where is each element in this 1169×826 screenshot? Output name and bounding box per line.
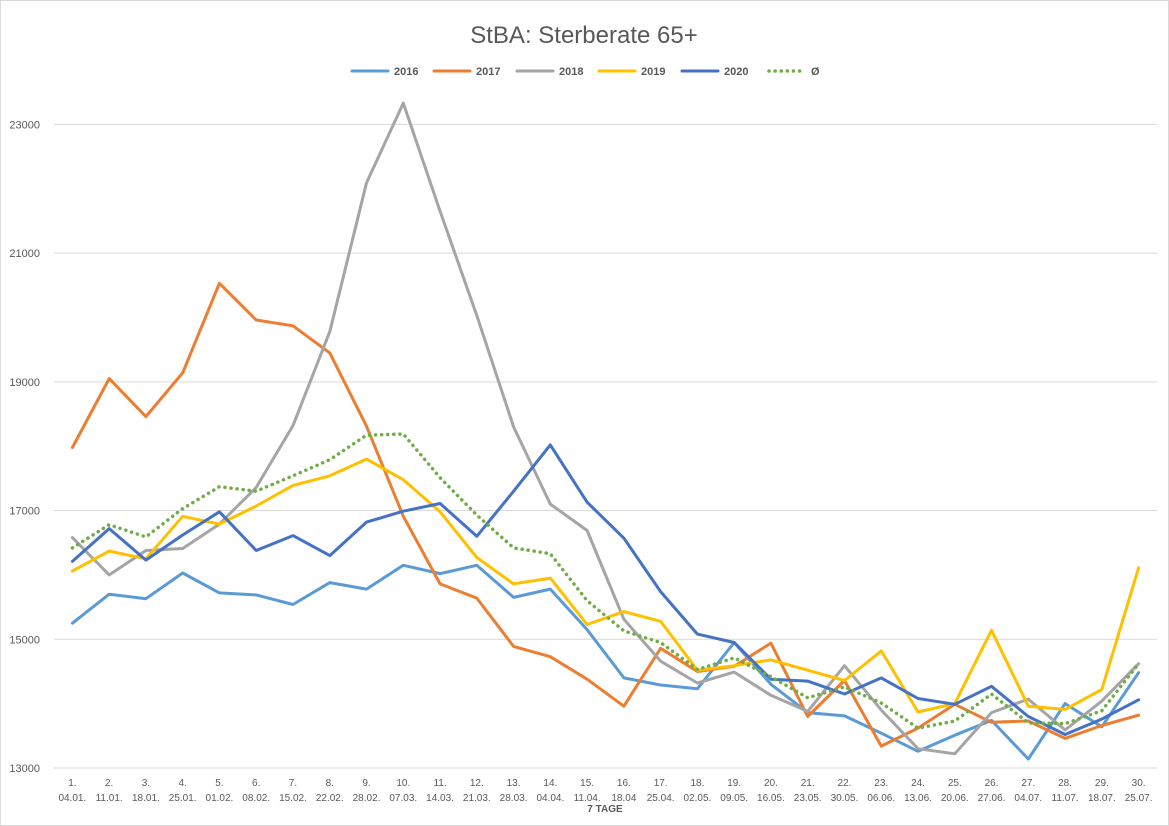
x-tick-label-index: 15. bbox=[580, 778, 594, 789]
x-tick-label-index: 22. bbox=[838, 778, 852, 789]
x-tick-label-date: 16.05. bbox=[757, 793, 785, 804]
x-tick-label-date: 14.03. bbox=[426, 793, 454, 804]
legend: 2016 2017 2018 2019 2020 Ø bbox=[350, 66, 820, 78]
series-lines bbox=[70, 101, 1141, 761]
x-tick-label-index: 23. bbox=[874, 778, 888, 789]
legend-label: 2016 bbox=[394, 66, 418, 78]
x-tick-label-index: 6. bbox=[252, 778, 260, 789]
x-tick-label-index: 18. bbox=[690, 778, 704, 789]
x-tick-label-index: 25. bbox=[948, 778, 962, 789]
x-tick-label-date: 13.06. bbox=[904, 793, 932, 804]
x-tick-label-date: 20.06. bbox=[941, 793, 969, 804]
x-tick-label-index: 19. bbox=[727, 778, 741, 789]
x-tick-label-index: 12. bbox=[470, 778, 484, 789]
x-tick-label-index: 17. bbox=[654, 778, 668, 789]
x-tick-label-date: 18.07. bbox=[1088, 793, 1116, 804]
series-line-2019 bbox=[70, 457, 1141, 714]
x-tick-label-date: 25.01. bbox=[169, 793, 197, 804]
x-tick-label-index: 27. bbox=[1021, 778, 1035, 789]
x-tick-label-index: 24. bbox=[911, 778, 925, 789]
x-tick-label-index: 29. bbox=[1095, 778, 1109, 789]
legend-label: 2017 bbox=[476, 66, 500, 78]
x-tick-label-date: 04.04. bbox=[536, 793, 564, 804]
x-tick-label-index: 4. bbox=[179, 778, 187, 789]
legend-label: Ø bbox=[811, 66, 820, 78]
legend-label: 2018 bbox=[559, 66, 583, 78]
x-tick-label-date: 04.01. bbox=[58, 793, 86, 804]
gridlines bbox=[54, 123, 1157, 769]
x-tick-label-index: 5. bbox=[215, 778, 223, 789]
x-tick-label-date: 06.06. bbox=[867, 793, 895, 804]
y-axis-ticks: 13000 15000 17000 19000 21000 23000 bbox=[9, 119, 40, 775]
x-tick-label-index: 7. bbox=[289, 778, 297, 789]
x-tick-label-date: 30.05. bbox=[831, 793, 859, 804]
y-tick-label: 13000 bbox=[9, 763, 40, 775]
x-tick-label-index: 8. bbox=[326, 778, 334, 789]
x-tick-label-index: 2. bbox=[105, 778, 113, 789]
x-tick-label-date: 18.04 bbox=[611, 793, 636, 804]
x-tick-label-index: 28. bbox=[1058, 778, 1072, 789]
legend-label: 2020 bbox=[724, 66, 748, 78]
x-tick-label-date: 04.07. bbox=[1014, 793, 1042, 804]
x-tick-label-index: 20. bbox=[764, 778, 778, 789]
x-tick-label-date: 09.05. bbox=[720, 793, 748, 804]
x-tick-label-date: 08.02. bbox=[242, 793, 270, 804]
x-tick-label-date: 07.03. bbox=[389, 793, 417, 804]
legend-label: 2019 bbox=[641, 66, 665, 78]
series-line-2018 bbox=[70, 101, 1141, 756]
x-tick-label-date: 01.02. bbox=[206, 793, 234, 804]
x-tick-label-index: 16. bbox=[617, 778, 631, 789]
series-line-2016 bbox=[70, 563, 1141, 761]
x-tick-label-index: 13. bbox=[507, 778, 521, 789]
x-tick-label-date: 23.05. bbox=[794, 793, 822, 804]
x-tick-label-date: 28.02. bbox=[353, 793, 381, 804]
x-tick-label-index: 10. bbox=[396, 778, 410, 789]
x-tick-label-date: 18.01. bbox=[132, 793, 160, 804]
x-tick-label-index: 21. bbox=[801, 778, 815, 789]
series-line-Ø bbox=[70, 432, 1141, 730]
x-tick-label-date: 15.02. bbox=[279, 793, 307, 804]
x-tick-label-date: 25.07. bbox=[1125, 793, 1153, 804]
x-tick-label-index: 26. bbox=[985, 778, 999, 789]
y-tick-label: 23000 bbox=[9, 119, 40, 131]
series-line-2020 bbox=[70, 443, 1141, 736]
y-tick-label: 17000 bbox=[9, 506, 40, 518]
x-tick-label-date: 11.07. bbox=[1052, 793, 1079, 804]
y-tick-label: 19000 bbox=[9, 377, 40, 389]
series-line-2017 bbox=[70, 281, 1141, 748]
y-tick-label: 21000 bbox=[9, 248, 40, 260]
x-tick-label-date: 02.05. bbox=[684, 793, 712, 804]
x-tick-label-date: 22.02. bbox=[316, 793, 344, 804]
x-axis-label: 7 TAGE bbox=[587, 804, 623, 815]
x-tick-label-date: 21.03. bbox=[463, 793, 491, 804]
x-tick-label-index: 14. bbox=[543, 778, 557, 789]
x-tick-label-date: 11.04. bbox=[574, 793, 601, 804]
y-tick-label: 15000 bbox=[9, 634, 40, 646]
x-tick-label-date: 27.06. bbox=[978, 793, 1006, 804]
x-tick-label-index: 9. bbox=[362, 778, 370, 789]
chart-title: StBA: Sterberate 65+ bbox=[470, 22, 697, 49]
x-axis-ticks: 1. 04.01. 2. 11.01. 3. 18.01. 4. 25.01. 5. 01.02.… bbox=[58, 778, 1152, 804]
x-tick-label-index: 3. bbox=[142, 778, 150, 789]
x-tick-label-date: 28.03. bbox=[500, 793, 528, 804]
x-tick-label-index: 1. bbox=[68, 778, 76, 789]
x-tick-label-index: 11. bbox=[433, 778, 446, 789]
x-tick-label-index: 30. bbox=[1132, 778, 1146, 789]
x-tick-label-date: 11.01. bbox=[96, 793, 123, 804]
x-tick-label-date: 25.04. bbox=[647, 793, 675, 804]
